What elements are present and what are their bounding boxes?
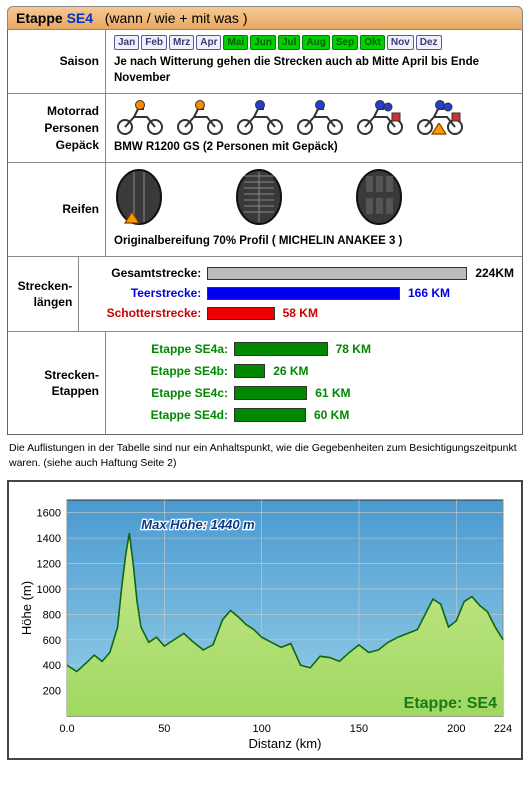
svg-text:600: 600 xyxy=(43,634,61,646)
length-bar xyxy=(207,267,467,280)
svg-text:Etappe: SE4: Etappe: SE4 xyxy=(404,695,497,712)
elevation-chart: 200 400 600 800 1000 1200 1400 1600 0.0 50 100 150 2… xyxy=(7,480,523,760)
length-row: Schotterstrecke: 58 KM xyxy=(87,304,514,322)
length-row: Gesamtstrecke: 224KM xyxy=(87,264,514,282)
bike-option-5[interactable] xyxy=(414,99,464,135)
svg-text:Max Höhe: 1440 m: Max Höhe: 1440 m xyxy=(141,517,255,532)
month-Apr: Apr xyxy=(196,35,221,50)
length-value: 166 KM xyxy=(408,286,450,300)
stage-row: Etappe SE4c: 61 KM xyxy=(114,383,514,403)
svg-text:100: 100 xyxy=(252,723,270,735)
selected-marker-icon xyxy=(431,123,447,139)
month-Dez: Dez xyxy=(416,35,442,50)
stage-value: 61 KM xyxy=(315,386,350,400)
label-tyre: Reifen xyxy=(8,163,106,256)
bike-option-1[interactable] xyxy=(174,99,224,135)
month-Sep: Sep xyxy=(332,35,358,50)
row-tyre: Reifen Originalbereifung 70% Profil ( MI… xyxy=(8,163,522,257)
month-Jul: Jul xyxy=(278,35,300,50)
header-bar: Etappe SE4 (wann / wie + mit was ) xyxy=(7,6,523,30)
month-Mrz: Mrz xyxy=(169,35,194,50)
svg-text:224: 224 xyxy=(494,723,512,735)
svg-text:200: 200 xyxy=(447,723,465,735)
stage-bar xyxy=(234,408,306,422)
stage-row: Etappe SE4a: 78 KM xyxy=(114,339,514,359)
month-Nov: Nov xyxy=(387,35,414,50)
header-code: SE4 xyxy=(67,10,93,26)
length-value: 58 KM xyxy=(283,306,318,320)
stage-value: 78 KM xyxy=(336,342,371,356)
label-saison: Saison xyxy=(8,30,106,93)
label-stages: Strecken-Etappen xyxy=(8,332,106,434)
tyre-option-2[interactable] xyxy=(354,168,404,229)
stage-value: 60 KM xyxy=(314,408,349,422)
info-table: Saison JanFebMrzAprMaiJunJulAugSepOktNov… xyxy=(7,30,523,435)
length-bar xyxy=(207,307,274,320)
row-bike: Motorrad Personen Gepäck xyxy=(8,94,522,163)
length-label: Teerstrecke: xyxy=(87,286,207,300)
length-bar xyxy=(207,287,400,300)
stage-bar xyxy=(234,386,307,400)
tyre-caption: Originalbereifung 70% Profil ( MICHELIN … xyxy=(114,233,514,249)
length-row: Teerstrecke: 166 KM xyxy=(87,284,514,302)
header-title: Etappe xyxy=(16,10,63,26)
stage-label: Etappe SE4d: xyxy=(114,408,234,422)
label-lengths: Strecken-längen xyxy=(8,257,79,331)
stage-label: Etappe SE4a: xyxy=(114,342,234,356)
header-subtitle: (wann / wie + mit was ) xyxy=(105,10,248,26)
svg-text:400: 400 xyxy=(43,660,61,672)
svg-text:0.0: 0.0 xyxy=(59,723,74,735)
row-saison: Saison JanFebMrzAprMaiJunJulAugSepOktNov… xyxy=(8,30,522,94)
svg-text:1200: 1200 xyxy=(37,558,61,570)
month-Aug: Aug xyxy=(302,35,329,50)
stage-bar xyxy=(234,342,328,356)
row-stages: Strecken-Etappen Etappe SE4a: 78 KM Etap… xyxy=(8,332,522,434)
tyre-selector xyxy=(114,168,514,229)
month-Jun: Jun xyxy=(250,35,276,50)
length-label: Schotterstrecke: xyxy=(87,306,207,320)
saison-note: Je nach Witterung gehen die Strecken auc… xyxy=(114,54,514,86)
month-Jan: Jan xyxy=(114,35,139,50)
month-Okt: Okt xyxy=(360,35,385,50)
svg-text:150: 150 xyxy=(350,723,368,735)
label-bike: Motorrad Personen Gepäck xyxy=(8,94,106,162)
month-strip: JanFebMrzAprMaiJunJulAugSepOktNovDez xyxy=(114,35,514,50)
svg-text:Distanz (km): Distanz (km) xyxy=(249,736,322,751)
svg-text:800: 800 xyxy=(43,609,61,621)
svg-text:200: 200 xyxy=(43,685,61,697)
selected-marker-icon xyxy=(124,212,140,231)
bike-caption: BMW R1200 GS (2 Personen mit Gepäck) xyxy=(114,139,514,155)
bike-option-4[interactable] xyxy=(354,99,404,135)
tyre-option-0[interactable] xyxy=(114,168,164,229)
tyre-option-1[interactable] xyxy=(234,168,284,229)
footnote: Die Auflistungen in der Tabelle sind nur… xyxy=(9,441,521,469)
svg-text:50: 50 xyxy=(158,723,170,735)
bike-option-3[interactable] xyxy=(294,99,344,135)
svg-text:1600: 1600 xyxy=(37,507,61,519)
svg-text:1400: 1400 xyxy=(37,533,61,545)
stage-label: Etappe SE4b: xyxy=(114,364,234,378)
svg-text:1000: 1000 xyxy=(37,584,61,596)
stage-value: 26 KM xyxy=(273,364,308,378)
bike-selector xyxy=(114,99,514,135)
length-label: Gesamtstrecke: xyxy=(87,266,207,280)
stage-row: Etappe SE4d: 60 KM xyxy=(114,405,514,425)
row-lengths: Strecken-längen Gesamtstrecke: 224KM Tee… xyxy=(8,257,522,332)
bike-option-2[interactable] xyxy=(234,99,284,135)
month-Mai: Mai xyxy=(223,35,248,50)
stage-label: Etappe SE4c: xyxy=(114,386,234,400)
bike-option-0[interactable] xyxy=(114,99,164,135)
svg-text:Höhe (m): Höhe (m) xyxy=(19,581,34,635)
stage-row: Etappe SE4b: 26 KM xyxy=(114,361,514,381)
length-value: 224KM xyxy=(475,266,514,280)
month-Feb: Feb xyxy=(141,35,167,50)
stage-bar xyxy=(234,364,265,378)
